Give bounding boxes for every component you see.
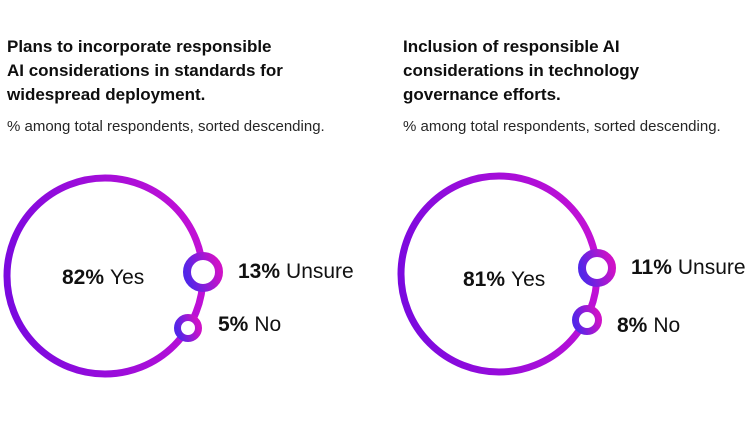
- title-line: governance efforts.: [403, 85, 561, 104]
- yes-label: 81% Yes: [463, 267, 545, 293]
- no-label: 5% No: [218, 312, 281, 338]
- unsure-label: 13% Unsure: [238, 259, 354, 285]
- left-bubble-chart-svg: [3, 174, 223, 378]
- yes-value: 82%: [62, 266, 105, 289]
- right-chart-subtitle: % among total respondents, sorted descen…: [403, 118, 721, 135]
- left-chart-subtitle: % among total respondents, sorted descen…: [7, 118, 325, 135]
- yes-value: 81%: [463, 268, 506, 291]
- unsure-label: 11% Unsure: [631, 255, 746, 281]
- no-value: 8%: [617, 314, 648, 337]
- no-category: No: [254, 313, 282, 336]
- unsure-bubble: [183, 252, 223, 292]
- right-bubble-chart-svg: [397, 172, 616, 376]
- no-value: 5%: [218, 313, 249, 336]
- yes-category: Yes: [110, 266, 145, 289]
- title-line: widespread deployment.: [7, 85, 206, 104]
- title-line: AI considerations in standards for: [7, 61, 283, 80]
- unsure-category: Unsure: [677, 256, 746, 279]
- unsure-value: 11%: [631, 256, 672, 279]
- no-bubble: [572, 305, 602, 335]
- yes-label: 82% Yes: [62, 265, 144, 291]
- no-category: No: [653, 314, 681, 337]
- no-bubble: [174, 314, 202, 342]
- unsure-value: 13%: [238, 260, 281, 283]
- right-bubble-chart: 81% Yes 11% Unsure 8% No: [395, 160, 750, 422]
- title-line: considerations in technology: [403, 61, 640, 80]
- left-chart-title: Plans to incorporate responsible AI cons…: [7, 35, 347, 107]
- title-line: Inclusion of responsible AI: [403, 37, 620, 56]
- title-line: Plans to incorporate responsible: [7, 37, 272, 56]
- left-bubble-chart: 82% Yes 13% Unsure 5% No: [0, 160, 380, 422]
- yes-category: Yes: [511, 268, 546, 291]
- unsure-category: Unsure: [286, 260, 354, 283]
- no-label: 8% No: [617, 313, 680, 339]
- unsure-bubble: [578, 249, 616, 287]
- right-chart-title: Inclusion of responsible AI consideratio…: [403, 35, 743, 107]
